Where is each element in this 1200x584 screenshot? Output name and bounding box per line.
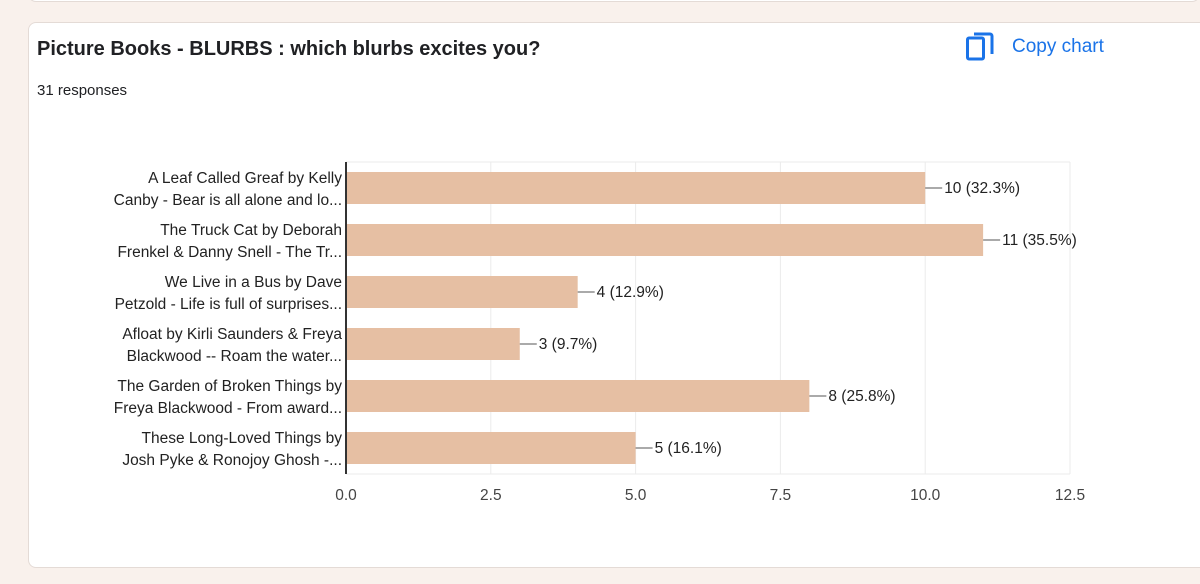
category-label: Canby - Bear is all alone and lo...	[114, 192, 342, 209]
data-label: 8 (25.8%)	[828, 388, 895, 405]
bar	[346, 276, 578, 308]
category-label: Josh Pyke & Ronojoy Ghosh -...	[122, 452, 342, 469]
chart-title: Picture Books - BLURBS : which blurbs ex…	[37, 38, 541, 60]
bar	[346, 432, 636, 464]
copy-chart-label: Copy chart	[1012, 36, 1104, 57]
category-label: These Long-Loved Things by	[142, 430, 343, 447]
category-label: Petzold - Life is full of surprises...	[115, 296, 342, 313]
response-count: 31 responses	[37, 82, 128, 99]
category-label: A Leaf Called Greaf by Kelly	[148, 170, 342, 187]
data-label: 5 (16.1%)	[655, 440, 722, 457]
x-tick-label: 0.0	[335, 487, 357, 504]
bar	[346, 224, 984, 256]
category-label: Freya Blackwood - From award...	[114, 400, 342, 417]
category-label: Afloat by Kirli Saunders & Freya	[122, 326, 342, 343]
x-tick-label: 12.5	[1055, 487, 1085, 504]
chart-card	[28, 22, 1200, 568]
x-tick-label: 10.0	[910, 487, 941, 504]
category-label: Blackwood -- Roam the water...	[127, 348, 342, 365]
data-label: 4 (12.9%)	[597, 284, 664, 301]
x-tick-label: 7.5	[770, 487, 792, 504]
category-label: Frenkel & Danny Snell - The Tr...	[117, 244, 342, 261]
bar	[346, 380, 810, 412]
data-label: 11 (35.5%)	[1002, 232, 1077, 249]
bar	[346, 328, 520, 360]
x-tick-label: 5.0	[625, 487, 647, 504]
x-tick-label: 2.5	[480, 487, 502, 504]
category-label: We Live in a Bus by Dave	[165, 274, 342, 291]
copy-chart-button[interactable]: Copy chart	[966, 30, 1104, 64]
copy-icon	[966, 32, 994, 61]
bar	[346, 172, 926, 204]
data-label: 3 (9.7%)	[539, 336, 598, 353]
category-label: The Garden of Broken Things by	[117, 378, 342, 395]
category-label: The Truck Cat by Deborah	[160, 222, 342, 239]
data-label: 10 (32.3%)	[944, 180, 1020, 197]
